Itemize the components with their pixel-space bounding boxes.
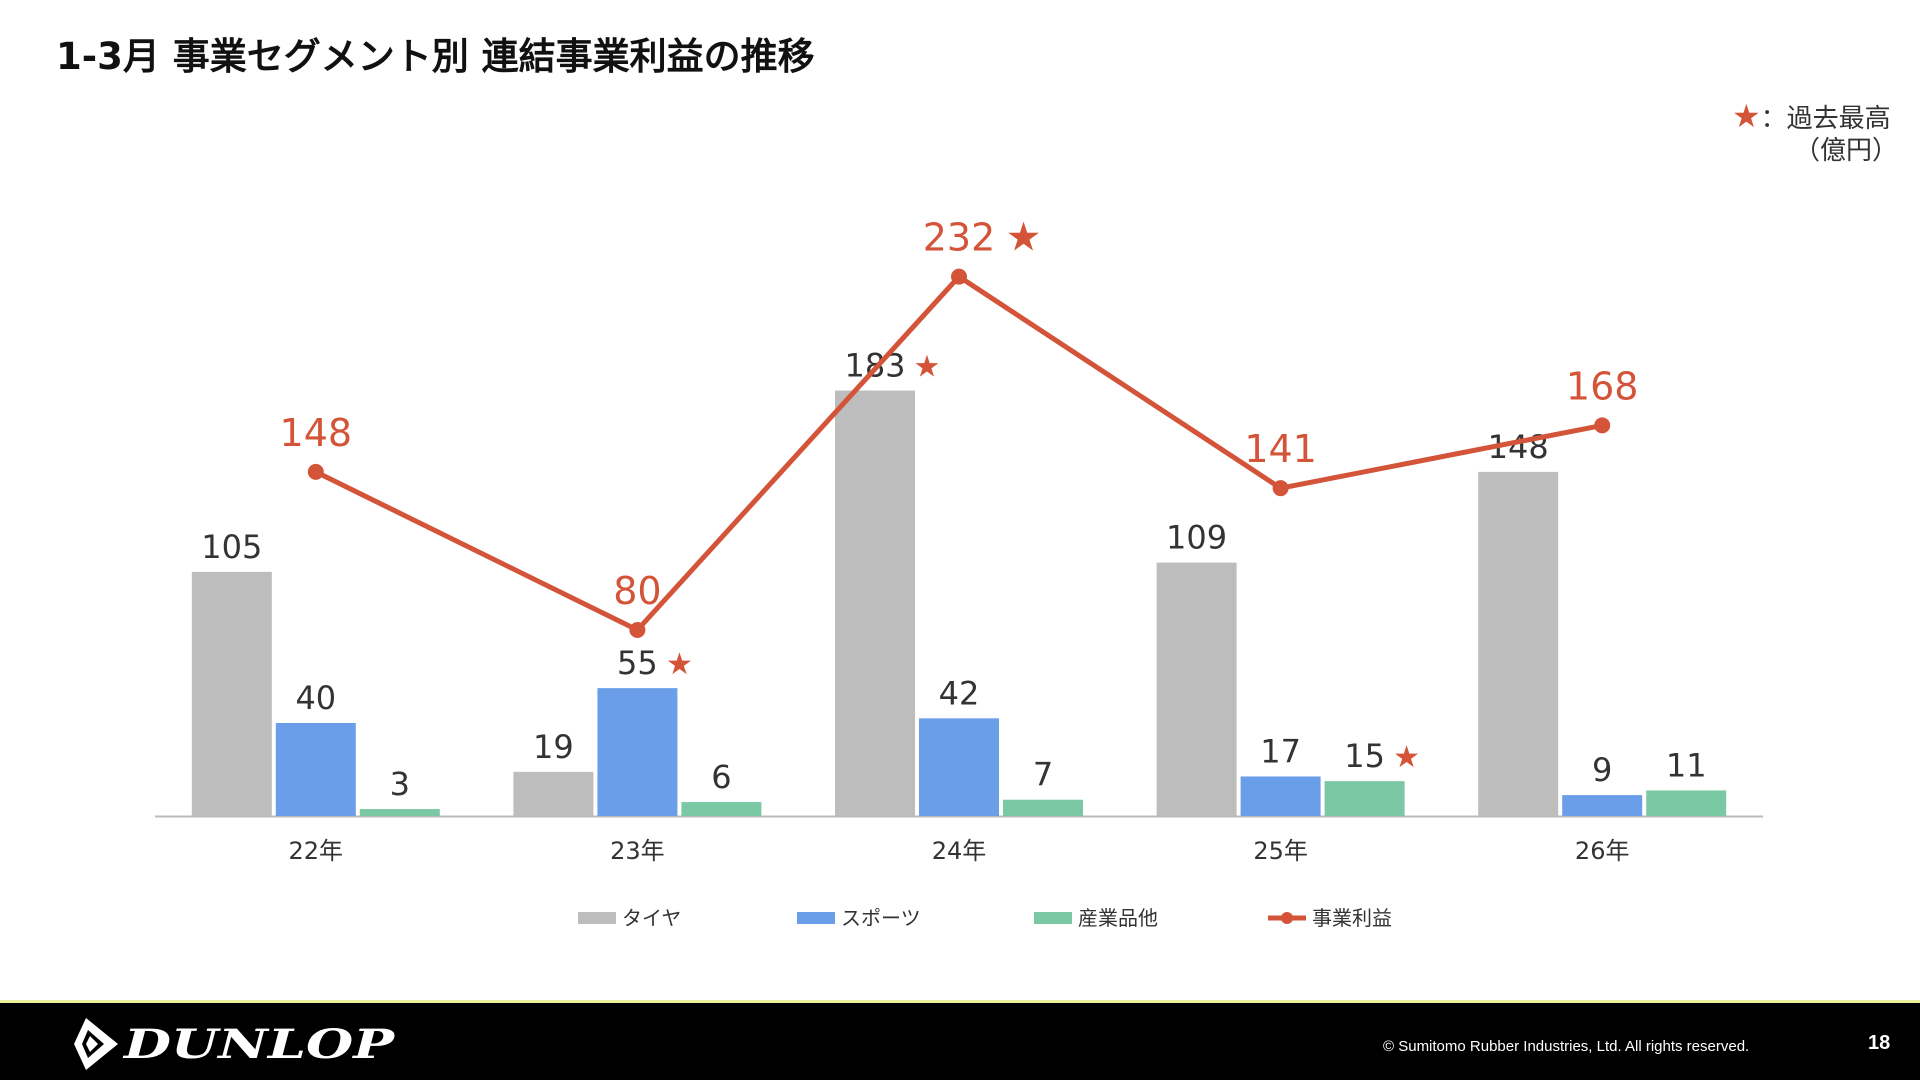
legend-swatch-tire bbox=[578, 912, 616, 924]
data-label-tire-2: 19 bbox=[533, 728, 574, 766]
data-label-industrial-4: 15 bbox=[1344, 737, 1385, 775]
data-label-industrial-3: 7 bbox=[1033, 756, 1053, 794]
data-label-tire-4: 109 bbox=[1166, 519, 1227, 557]
bar-industrial-1 bbox=[359, 809, 440, 816]
bar-sports-1 bbox=[275, 723, 356, 816]
page-title: 1-3月 事業セグメント別 連結事業利益の推移 bbox=[56, 35, 815, 78]
copyright-text: © Sumitomo Rubber Industries, Ltd. All r… bbox=[1383, 1038, 1750, 1055]
x-tick-label-3: 24年 bbox=[932, 837, 987, 865]
profit-point-5 bbox=[1594, 417, 1611, 434]
bar-tire-1 bbox=[191, 571, 272, 816]
data-label-industrial-5: 11 bbox=[1666, 746, 1707, 784]
page-number: 18 bbox=[1868, 1032, 1891, 1054]
bar-industrial-5 bbox=[1646, 790, 1727, 816]
legend-label-industrial: 産業品他 bbox=[1078, 906, 1158, 930]
profit-point-1 bbox=[307, 463, 324, 480]
record-star-sports-2-icon: ★ bbox=[666, 647, 693, 682]
legend-swatch-industrial bbox=[1034, 912, 1072, 924]
bar-tire-3 bbox=[835, 390, 915, 816]
unit-label: （億円） bbox=[1793, 136, 1898, 166]
profit-label-5: 168 bbox=[1566, 364, 1639, 408]
bar-sports-3 bbox=[919, 718, 999, 816]
profit-point-2 bbox=[629, 622, 646, 638]
record-star-icon: ★ bbox=[1731, 97, 1761, 135]
bar-sports-4 bbox=[1240, 776, 1321, 816]
dunlop-flying-d-icon bbox=[74, 1018, 118, 1070]
profit-label-2: 80 bbox=[613, 569, 661, 613]
bar-sports-5 bbox=[1562, 795, 1643, 816]
profit-point-4 bbox=[1272, 480, 1289, 497]
data-label-sports-3: 42 bbox=[939, 674, 980, 712]
record-star-industrial-4-icon: ★ bbox=[1393, 740, 1420, 775]
dunlop-logo-text: DUNLOP bbox=[123, 1021, 397, 1068]
record-note-label: ：過去最高 bbox=[1760, 104, 1891, 134]
legend-label-sports: スポーツ bbox=[841, 906, 921, 930]
record-star-profit-3-icon: ★ bbox=[1006, 215, 1042, 261]
x-tick-label-5: 26年 bbox=[1575, 837, 1630, 865]
data-label-industrial-2: 6 bbox=[711, 758, 731, 796]
data-label-industrial-1: 3 bbox=[390, 765, 410, 803]
legend-label-profit: 事業利益 bbox=[1312, 906, 1392, 930]
profit-label-3: 232 bbox=[923, 216, 996, 260]
profit-label-1: 148 bbox=[280, 411, 353, 455]
profit-label-4: 141 bbox=[1244, 427, 1317, 471]
x-tick-label-1: 22年 bbox=[289, 837, 344, 865]
record-star-tire-3-icon: ★ bbox=[914, 350, 941, 385]
x-tick-label-4: 25年 bbox=[1253, 837, 1308, 865]
bar-industrial-3 bbox=[1003, 799, 1083, 816]
data-label-sports-2: 55 bbox=[617, 644, 658, 682]
profit-line bbox=[314, 274, 1603, 633]
x-tick-label-2: 23年 bbox=[610, 837, 665, 865]
footer-divider bbox=[0, 1000, 1920, 1003]
legend-swatch-sports bbox=[797, 912, 835, 924]
profit-point-3 bbox=[951, 268, 967, 285]
data-label-sports-1: 40 bbox=[295, 679, 336, 717]
legend-label-tire: タイヤ bbox=[622, 906, 681, 930]
bar-sports-2 bbox=[597, 688, 678, 816]
bar-industrial-2 bbox=[681, 802, 762, 816]
data-label-sports-4: 17 bbox=[1260, 732, 1301, 770]
bar-tire-2 bbox=[513, 771, 594, 816]
record-note: ★：過去最高 （億円） bbox=[1732, 100, 1898, 167]
data-label-tire-1: 105 bbox=[201, 528, 262, 566]
data-label-sports-5: 9 bbox=[1592, 751, 1612, 789]
dunlop-logo: DUNLOP bbox=[74, 1018, 397, 1070]
footer-bar bbox=[0, 1003, 1920, 1080]
bar-industrial-4 bbox=[1324, 781, 1405, 816]
bar-tire-5 bbox=[1478, 471, 1559, 816]
bar-tire-4 bbox=[1156, 562, 1237, 816]
legend-swatch-profit-dot bbox=[1281, 912, 1293, 924]
